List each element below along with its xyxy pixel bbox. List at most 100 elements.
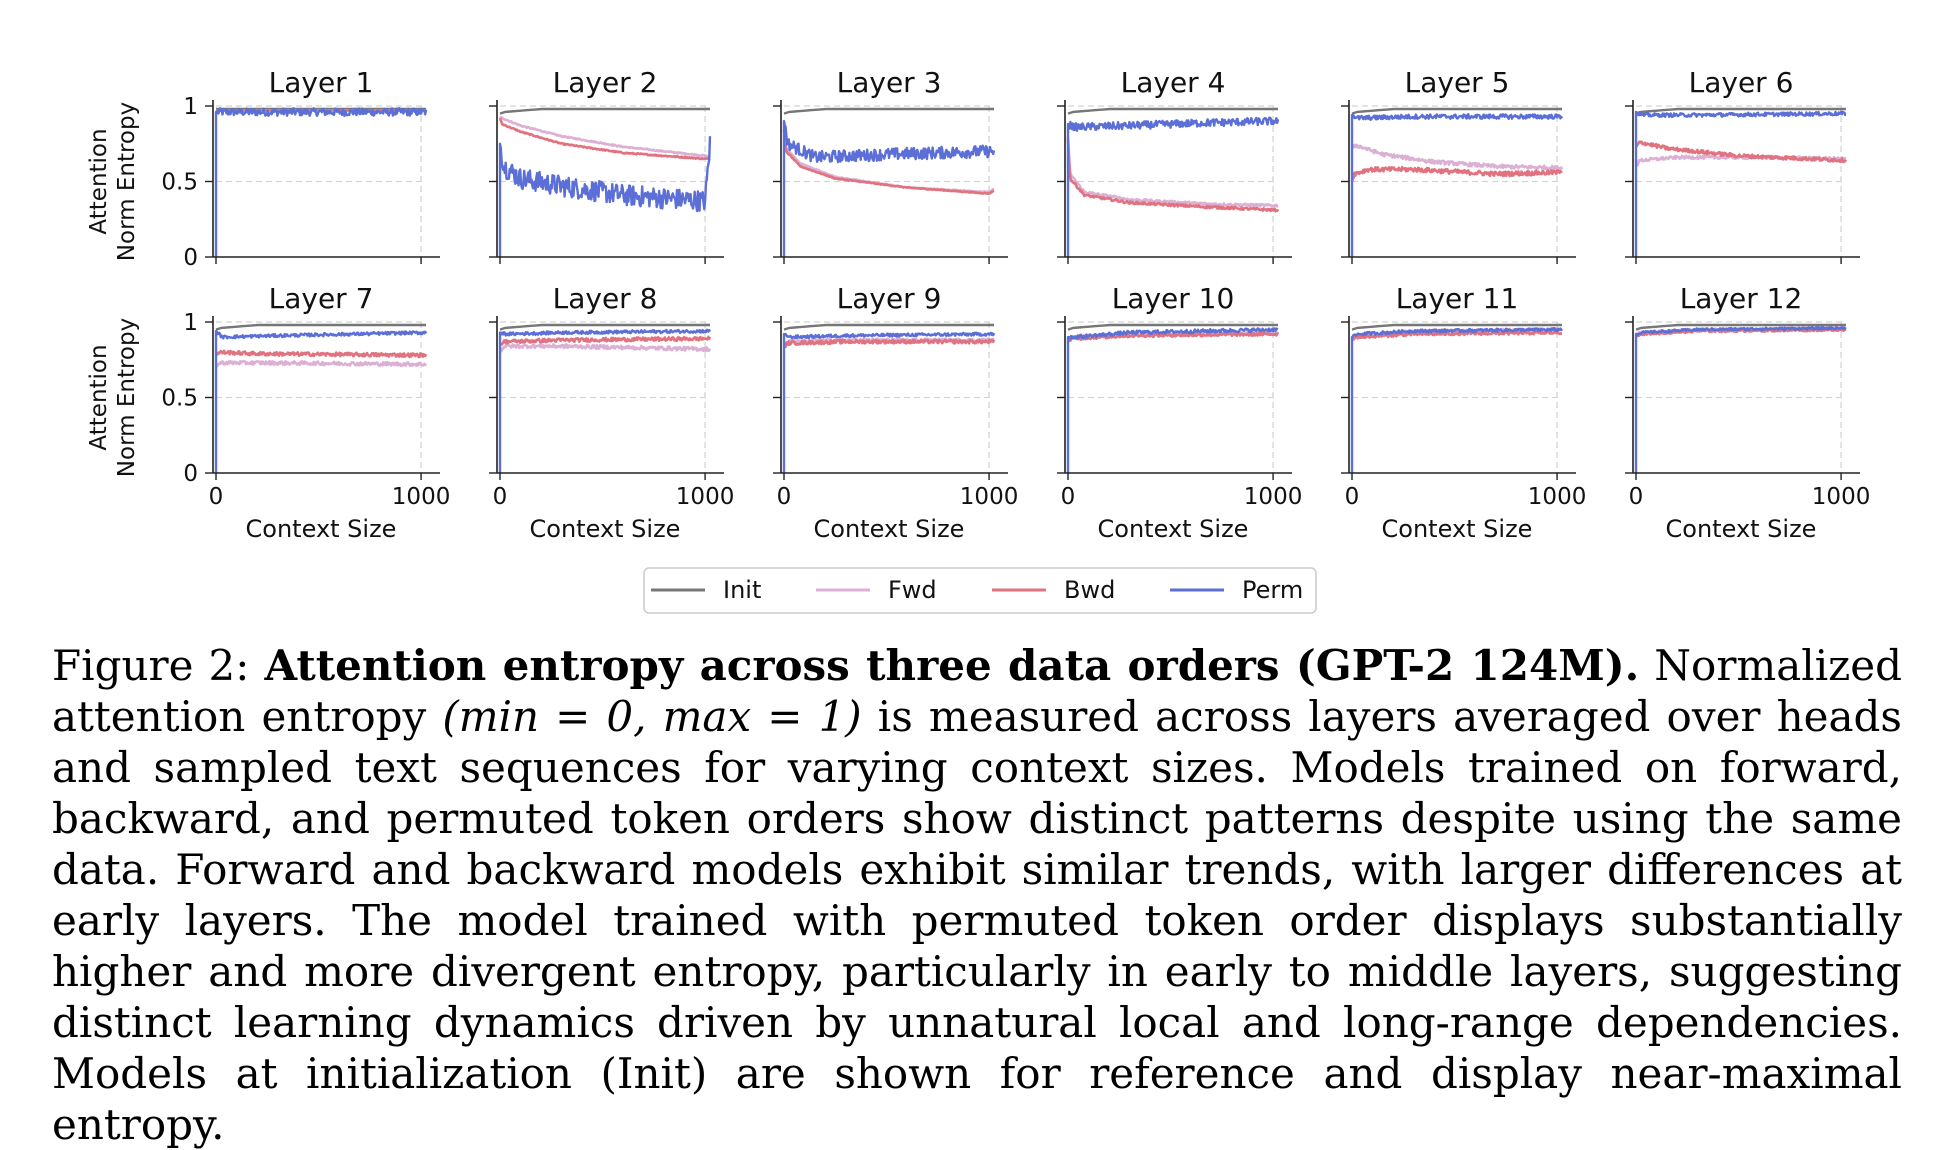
caption-title: Attention entropy across three data orde… [264, 641, 1640, 690]
x-tick-label: 0 [209, 484, 224, 510]
series-init-line [783, 107, 994, 115]
panel-11: 0 1000 Layer 11 Context Size [1341, 282, 1586, 543]
panel-title: Layer 11 [1396, 282, 1519, 315]
series-perm-line [1634, 110, 1847, 257]
series-perm-line [1350, 113, 1564, 257]
legend: Init Fwd Bwd Perm [643, 567, 1317, 614]
caption-math: (min = 0, max = 1) [442, 692, 862, 741]
x-tick-label: 0 [1629, 484, 1644, 510]
caption-intro: Normalized attention entropy [52, 641, 1903, 741]
panel-title: Layer 6 [1689, 66, 1794, 99]
y-axis-label: Norm Entropy [114, 102, 140, 261]
series-bwd-line [1350, 165, 1563, 182]
series-bwd-line [1351, 330, 1563, 342]
series-perm-line [1634, 325, 1847, 473]
x-tick-label: 1000 [392, 484, 451, 510]
series-perm-line [498, 136, 712, 257]
panel-title: Layer 9 [837, 282, 942, 315]
panel-5: Layer 5 [1341, 66, 1576, 264]
series-perm-line [214, 329, 428, 473]
panel-title: Layer 4 [1121, 66, 1226, 99]
x-axis-label: Context Size [530, 515, 681, 543]
legend-label-perm: Perm [1242, 576, 1303, 604]
x-tick-label: 0 [1061, 484, 1076, 510]
series-fwd-line [215, 359, 428, 369]
panel-title: Layer 3 [837, 66, 942, 99]
panel-3: Layer 3 [773, 66, 1008, 264]
x-tick-label: 0 [493, 484, 508, 510]
panel-2: Layer 2 [489, 66, 724, 264]
y-axis-label: Norm Entropy [114, 318, 140, 477]
series-fwd-line [499, 115, 711, 159]
panel-10: 0 1000 Layer 10 Context Size [1057, 282, 1302, 543]
panel-9: 0 1000 Layer 9 Context Size [773, 282, 1018, 543]
series-init-line [1351, 323, 1562, 331]
panel-title: Layer 5 [1405, 66, 1510, 99]
series-fwd-line [782, 128, 995, 194]
panel-title: Layer 8 [553, 282, 658, 315]
series-init-line [1067, 323, 1278, 331]
series-bwd-line [1066, 139, 1280, 213]
x-axis-label: Context Size [246, 515, 397, 543]
series-bwd-line [783, 338, 996, 349]
y-tick-label: 0.5 [161, 170, 198, 196]
panel-title: Layer 1 [269, 66, 374, 99]
y-axis-label: Attention [86, 344, 112, 450]
series-perm-line [1066, 327, 1279, 473]
series-init-line [1067, 107, 1278, 115]
panel-title: Layer 2 [553, 66, 658, 99]
series-bwd-line [782, 130, 995, 196]
y-tick-label: 1 [183, 94, 198, 120]
panel-title: Layer 10 [1112, 282, 1235, 315]
x-tick-label: 1000 [1528, 484, 1587, 510]
legend-label-init: Init [723, 576, 761, 604]
x-axis-label: Context Size [1098, 515, 1249, 543]
series-init-line [499, 107, 710, 115]
series-fwd-line [498, 343, 712, 353]
y-tick-label: 1 [183, 310, 198, 336]
x-tick-label: 1000 [1812, 484, 1871, 510]
series-bwd-line [499, 335, 712, 346]
series-init-line [1351, 107, 1562, 115]
series-perm-line [782, 119, 996, 257]
y-tick-label: 0.5 [161, 386, 198, 412]
panel-4: Layer 4 [1057, 66, 1292, 264]
series-init-line [215, 323, 426, 331]
series-perm-line [1350, 327, 1563, 473]
legend-label-bwd: Bwd [1064, 576, 1115, 604]
y-tick-label: 0 [183, 245, 198, 271]
x-tick-label: 1000 [960, 484, 1019, 510]
series-bwd-line [1635, 140, 1848, 164]
series-bwd-line [215, 349, 428, 359]
x-axis-label: Context Size [1382, 515, 1533, 543]
series-perm-line [782, 331, 996, 473]
panel-title: Layer 7 [269, 282, 374, 315]
series-perm-line [214, 107, 428, 257]
figure-caption: Figure 2: Attention entropy across three… [52, 640, 1902, 1150]
caption-body: is measured across layers averaged over … [52, 692, 1902, 1149]
x-tick-label: 0 [1345, 484, 1360, 510]
legend-box [643, 567, 1317, 614]
series-init-line [499, 323, 710, 331]
y-tick-label: 0 [183, 461, 198, 487]
series-bwd-line [498, 117, 711, 161]
x-tick-label: 1000 [1244, 484, 1303, 510]
series-perm-line [498, 328, 712, 473]
panel-title: Layer 12 [1680, 282, 1803, 315]
panel-7: 0 0.5 1 0 1000 Layer 7 Context Size Attention No… [86, 282, 450, 543]
series-fwd-line [1351, 143, 1564, 171]
x-axis-label: Context Size [1666, 515, 1817, 543]
panel-8: 0 1000 Layer 8 Context Size [489, 282, 734, 543]
series-bwd-line [1067, 331, 1279, 343]
panel-12: 0 1000 Layer 12 Context Size [1625, 282, 1870, 543]
y-axis-label: Attention [86, 128, 112, 234]
x-tick-label: 1000 [676, 484, 735, 510]
series-init-line [1635, 323, 1846, 331]
series-init-line [783, 323, 994, 331]
panel-6: Layer 6 [1625, 66, 1860, 264]
caption-label: Figure 2: [52, 641, 250, 690]
series-init-line [1635, 107, 1846, 115]
panel-1: 0 0.5 1 Layer 1 Attention Norm Entropy [86, 66, 440, 271]
x-axis-label: Context Size [814, 515, 965, 543]
